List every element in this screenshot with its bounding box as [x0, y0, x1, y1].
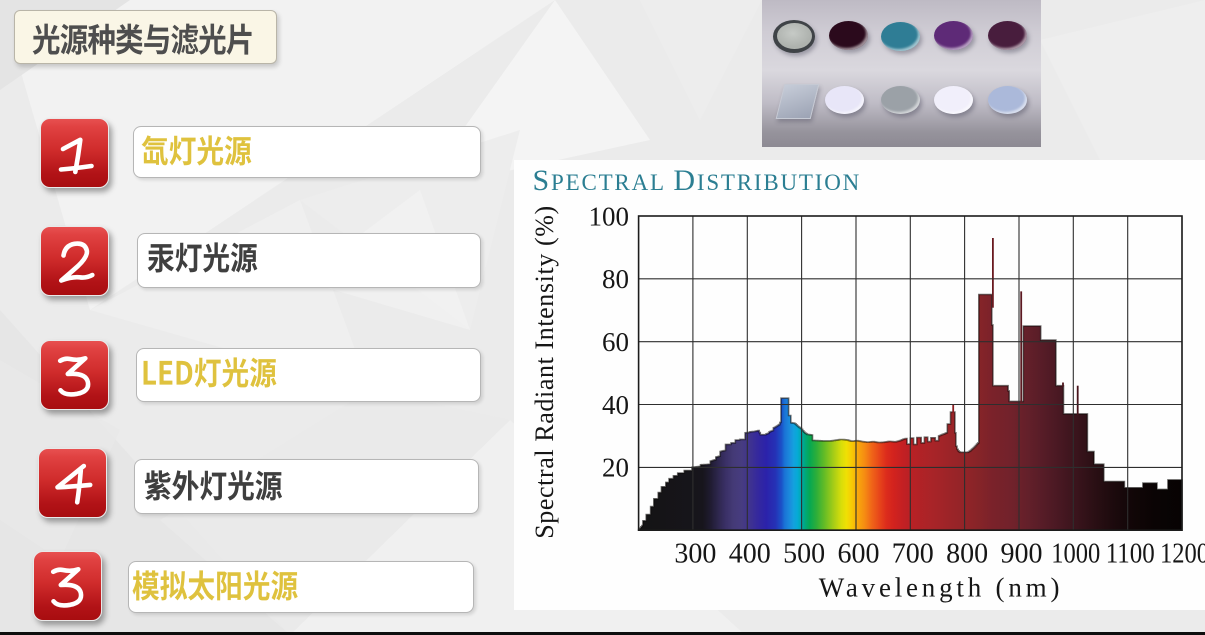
svg-text:1200: 1200 [1160, 539, 1205, 570]
svg-text:1000: 1000 [1051, 539, 1100, 570]
svg-text:300: 300 [674, 539, 716, 570]
svg-text:600: 600 [838, 539, 880, 570]
svg-text:20: 20 [602, 453, 629, 483]
svg-text:800: 800 [946, 539, 988, 570]
svg-text:60: 60 [602, 327, 629, 357]
svg-text:500: 500 [783, 539, 825, 570]
svg-text:100: 100 [589, 201, 630, 231]
svg-text:900: 900 [1001, 539, 1043, 570]
svg-text:80: 80 [602, 264, 629, 294]
svg-text:700: 700 [892, 539, 934, 570]
svg-text:400: 400 [729, 539, 771, 570]
svg-text:SPECTRAL DISTRIBUTION: SPECTRAL DISTRIBUTION [533, 164, 862, 197]
svg-text:Wavelength (nm): Wavelength (nm) [819, 573, 1064, 603]
svg-text:40: 40 [602, 390, 629, 420]
svg-text:Spectral Radiant Intensity (%): Spectral Radiant Intensity (%) [530, 205, 559, 539]
svg-text:1100: 1100 [1106, 539, 1155, 570]
